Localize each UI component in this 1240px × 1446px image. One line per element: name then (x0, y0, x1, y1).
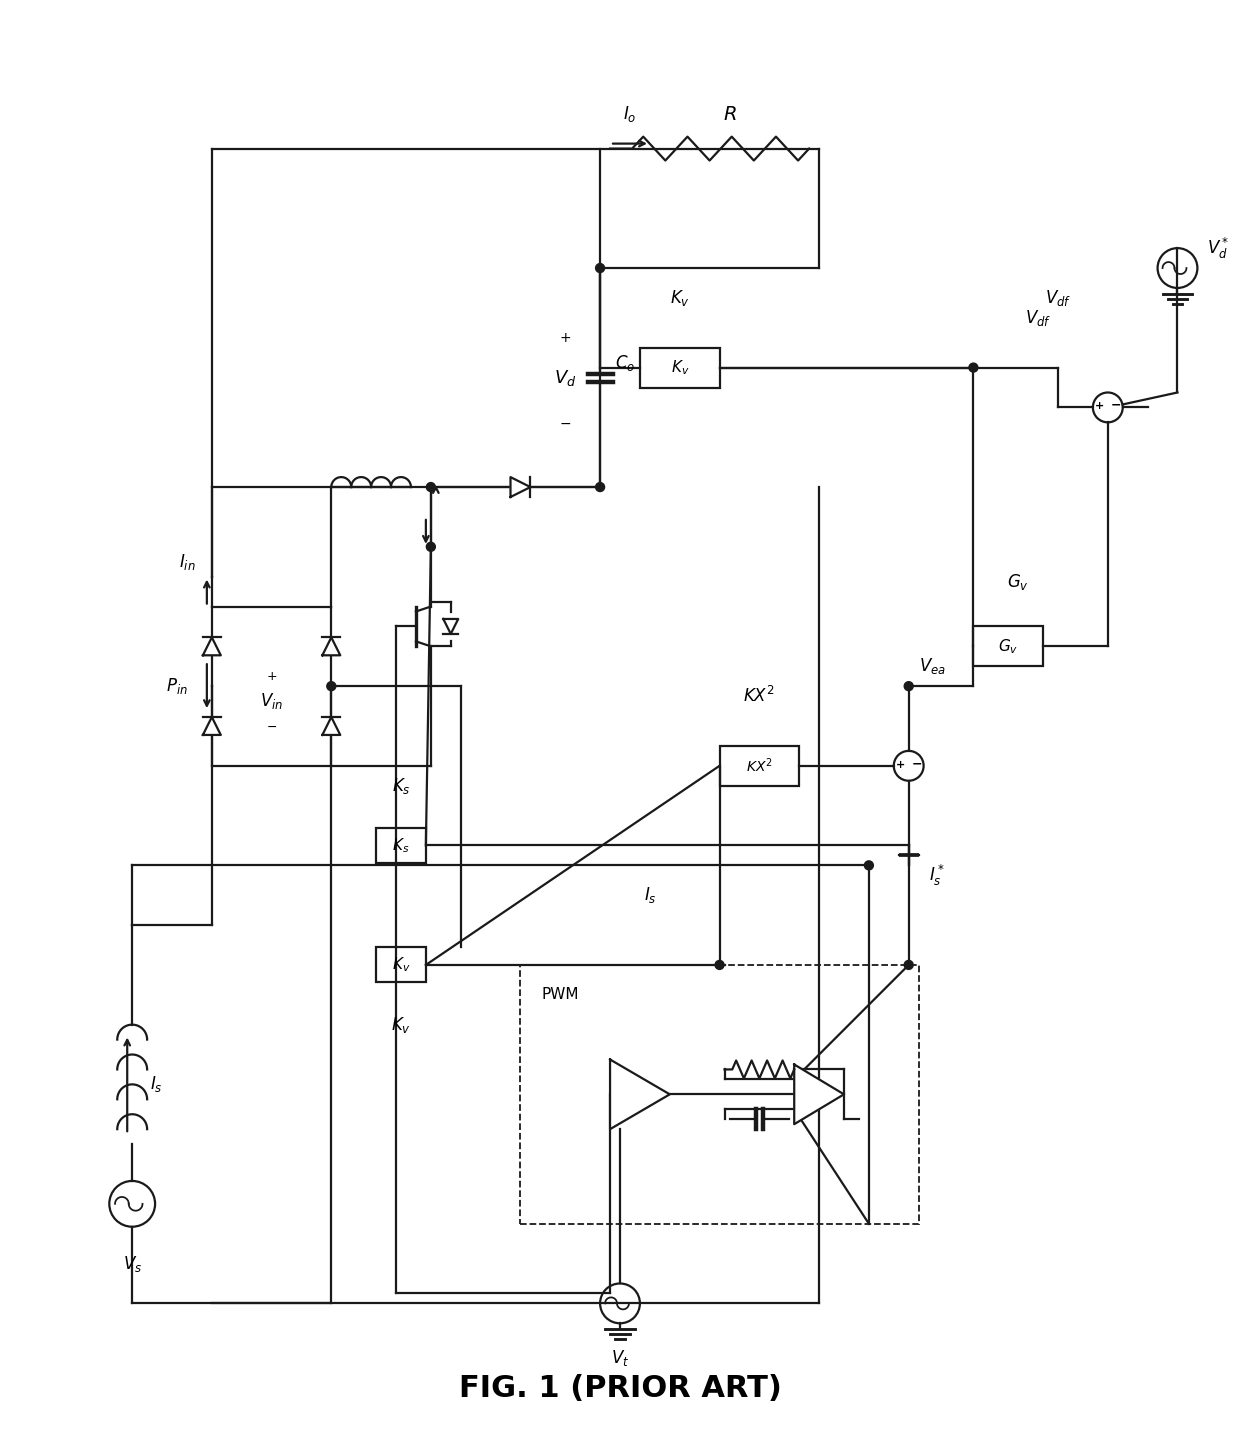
Text: $P_{in}$: $P_{in}$ (166, 677, 188, 696)
Circle shape (595, 263, 605, 272)
Text: +: + (895, 759, 905, 769)
Text: $K_v$: $K_v$ (392, 956, 410, 975)
Text: PWM: PWM (542, 988, 579, 1002)
Bar (376, 947, 425, 982)
Text: $V_{df}$: $V_{df}$ (1025, 308, 1052, 328)
Text: $KX^2$: $KX^2$ (744, 685, 775, 706)
Polygon shape (203, 717, 221, 735)
Bar (521, 964, 919, 1223)
Text: $K_s$: $K_s$ (392, 836, 409, 855)
Bar (376, 829, 425, 863)
Bar (719, 746, 800, 785)
Text: $K_s$: $K_s$ (392, 775, 410, 795)
Text: $R$: $R$ (723, 106, 737, 124)
Polygon shape (203, 638, 221, 655)
Polygon shape (610, 1060, 670, 1129)
Text: FIG. 1 (PRIOR ART): FIG. 1 (PRIOR ART) (459, 1374, 781, 1403)
Text: $V_s$: $V_s$ (123, 1254, 141, 1274)
Text: $+$: $+$ (265, 669, 278, 683)
Text: $K_v$: $K_v$ (391, 1015, 410, 1035)
Text: $V_{ea}$: $V_{ea}$ (919, 656, 946, 677)
Text: $I_{in}$: $I_{in}$ (179, 552, 196, 571)
Circle shape (427, 483, 435, 492)
Circle shape (595, 483, 605, 492)
Circle shape (327, 681, 336, 691)
Circle shape (715, 960, 724, 969)
Text: $V_t$: $V_t$ (611, 1348, 629, 1368)
Circle shape (904, 960, 913, 969)
Text: $-$: $-$ (267, 720, 277, 733)
Text: $I_s^*$: $I_s^*$ (929, 863, 945, 888)
Text: $K_v$: $K_v$ (671, 359, 689, 377)
Text: −: − (911, 758, 923, 771)
Text: $V_d^*$: $V_d^*$ (1208, 236, 1230, 260)
Text: $V_{df}$: $V_{df}$ (1045, 288, 1071, 308)
Text: $I_o$: $I_o$ (624, 104, 636, 124)
Polygon shape (794, 1064, 844, 1124)
Text: $G_v$: $G_v$ (998, 638, 1018, 655)
Bar (640, 347, 719, 388)
Text: $-$: $-$ (559, 415, 572, 429)
Text: +: + (1095, 402, 1104, 412)
Text: $V_{in}$: $V_{in}$ (260, 691, 283, 711)
Polygon shape (511, 477, 531, 497)
Text: $C_o$: $C_o$ (615, 353, 635, 373)
Text: $I_s$: $I_s$ (150, 1074, 162, 1095)
Text: $V_d$: $V_d$ (554, 367, 577, 388)
Circle shape (864, 860, 873, 870)
Polygon shape (322, 638, 340, 655)
Text: $I_s$: $I_s$ (644, 885, 656, 905)
Text: −: − (1111, 399, 1121, 412)
Text: $K_v$: $K_v$ (670, 288, 689, 308)
Text: $G_v$: $G_v$ (1007, 571, 1029, 591)
Circle shape (904, 681, 913, 691)
Bar (973, 626, 1043, 667)
Polygon shape (443, 619, 459, 633)
Text: $+$: $+$ (559, 331, 572, 344)
Circle shape (968, 363, 978, 372)
Circle shape (427, 542, 435, 551)
Text: $KX^2$: $KX^2$ (746, 756, 773, 775)
Polygon shape (322, 717, 340, 735)
